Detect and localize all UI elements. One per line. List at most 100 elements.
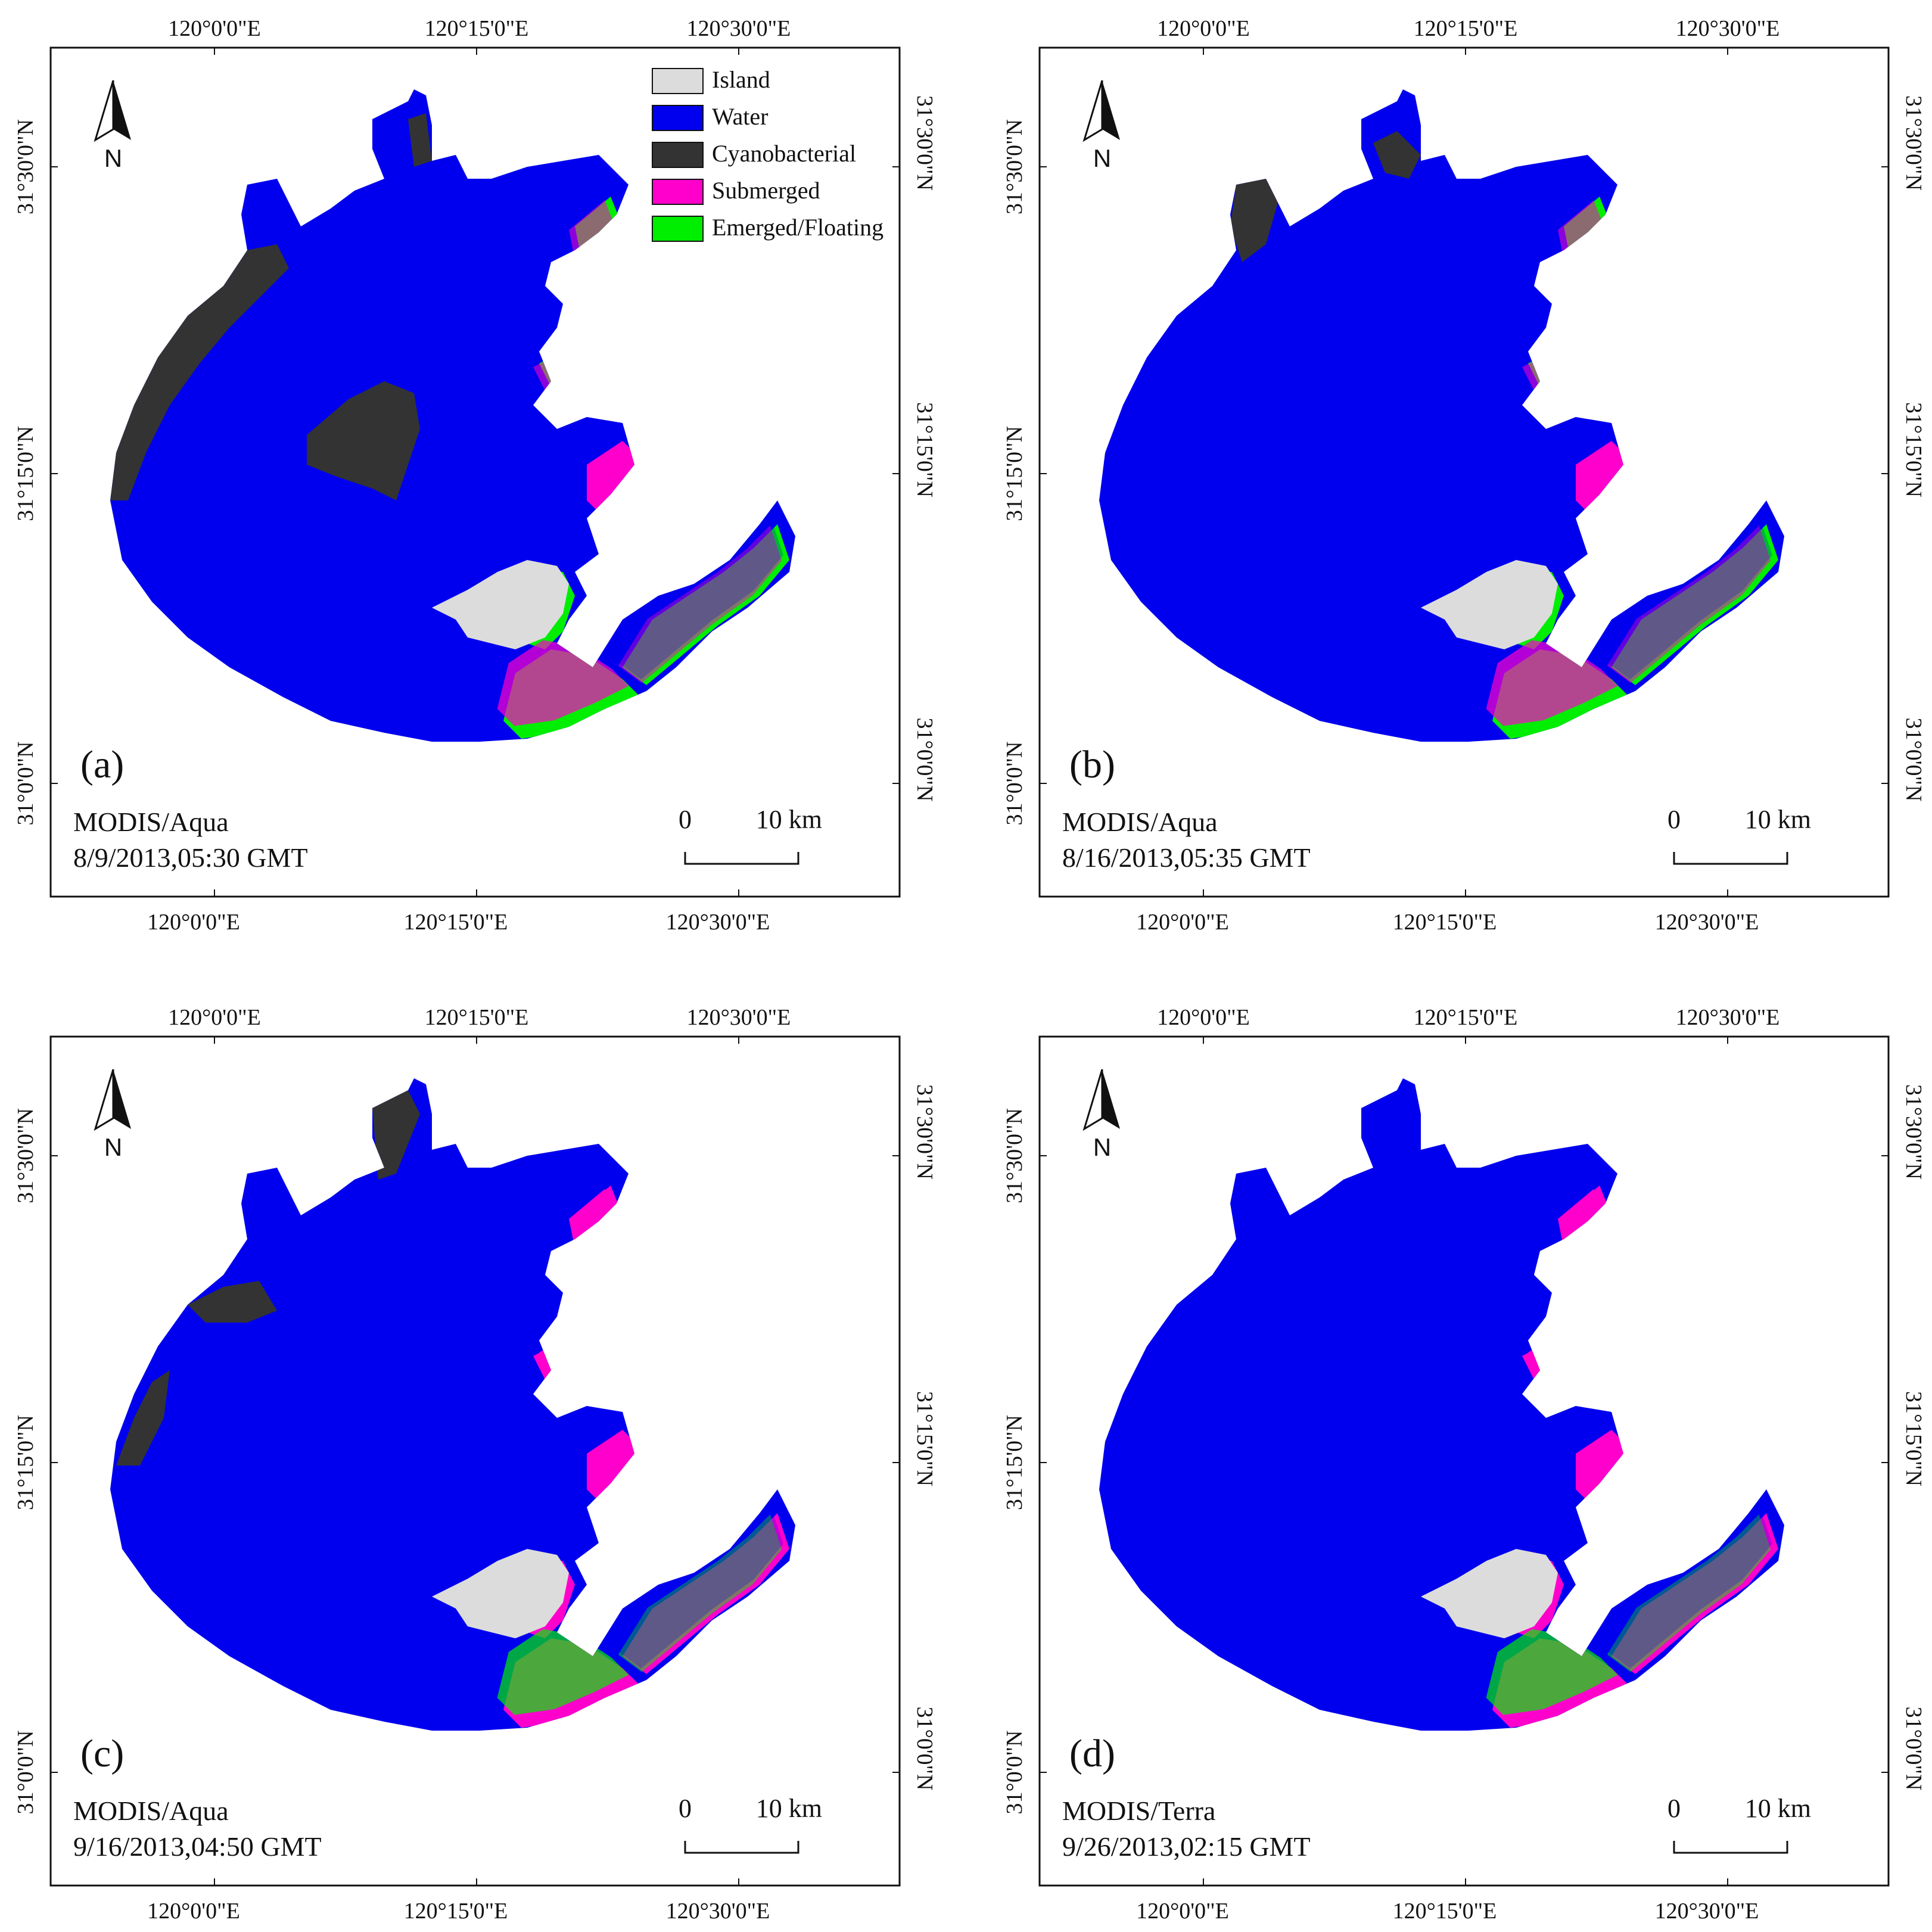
lon-label-bottom: 120°15'0"E <box>1393 910 1497 935</box>
scale-start-label: 0 <box>1667 1794 1681 1823</box>
scale-line <box>684 1841 799 1854</box>
north-arrow-icon: N <box>1082 80 1120 172</box>
datetime-label: 9/26/2013,02:15 GMT <box>1062 1831 1311 1862</box>
panel-tag: (b) <box>1069 743 1115 786</box>
lat-label-right: 31°15'0"N <box>1901 1391 1926 1486</box>
lon-label-bottom: 120°0'0"E <box>1136 910 1229 935</box>
lat-label-left: 31°30'0"N <box>1002 119 1027 214</box>
legend-label: Water <box>712 103 769 130</box>
lon-label-bottom: 120°0'0"E <box>147 910 240 935</box>
lon-label-top: 120°30'0"E <box>687 1005 791 1030</box>
datetime-label: 8/9/2013,05:30 GMT <box>73 842 308 873</box>
lat-label-right: 31°30'0"N <box>1901 95 1926 191</box>
lat-label-left: 31°30'0"N <box>1002 1108 1027 1203</box>
legend-swatch <box>652 216 704 242</box>
lon-label-top: 120°15'0"E <box>1414 1005 1518 1030</box>
north-label: N <box>1093 1133 1111 1161</box>
north-label: N <box>1093 144 1111 172</box>
sensor-label: MODIS/Aqua <box>73 807 229 837</box>
lat-label-left: 31°15'0"N <box>13 426 38 521</box>
legend-label: Island <box>712 66 770 93</box>
map-panel-a: 120°0'0"E 120°0'0"E 120°15'0"E 120°15'0"E 12… <box>13 16 937 935</box>
scale-end-label: 10 km <box>1745 1794 1811 1823</box>
scale-end-label: 10 km <box>1745 805 1811 834</box>
lon-label-bottom: 120°0'0"E <box>147 1899 240 1924</box>
lon-label-bottom: 120°15'0"E <box>404 1899 508 1924</box>
north-arrow-icon: N <box>1082 1069 1120 1161</box>
datetime-label: 9/16/2013,04:50 GMT <box>73 1831 322 1862</box>
scale-line <box>1673 1841 1788 1854</box>
panel-tag: (a) <box>80 743 124 786</box>
map-panel-b: 120°0'0"E 120°0'0"E 120°15'0"E 120°15'0"E 12… <box>1002 16 1926 935</box>
scale-line <box>1673 852 1788 865</box>
scale-end-label: 10 km <box>756 805 822 834</box>
lat-label-left: 31°0'0"N <box>13 742 38 826</box>
lon-label-top: 120°15'0"E <box>425 16 529 41</box>
legend: Island Water Cyanobacterial Submerged Emerge… <box>652 66 883 242</box>
lon-label-top: 120°15'0"E <box>425 1005 529 1030</box>
lon-label-bottom: 120°30'0"E <box>666 1899 770 1924</box>
lat-label-right: 31°15'0"N <box>912 1391 937 1486</box>
lon-label-top: 120°0'0"E <box>1157 1005 1250 1030</box>
lon-label-top: 120°30'0"E <box>1676 16 1780 41</box>
lat-label-right: 31°0'0"N <box>912 1707 937 1791</box>
lat-label-right: 31°30'0"N <box>1901 1084 1926 1180</box>
sensor-label: MODIS/Aqua <box>1062 807 1218 837</box>
lon-label-bottom: 120°15'0"E <box>1393 1899 1497 1924</box>
map-panel-d: 120°0'0"E 120°0'0"E 120°15'0"E 120°15'0"E 12… <box>1002 1005 1926 1924</box>
scale-bar: 0 10 km <box>679 1794 822 1854</box>
lat-label-left: 31°0'0"N <box>13 1731 38 1815</box>
scale-bar: 0 10 km <box>1667 1794 1811 1854</box>
lat-label-right: 31°0'0"N <box>1901 718 1926 802</box>
north-label: N <box>104 1133 122 1161</box>
legend-label: Cyanobacterial <box>712 140 856 167</box>
lat-label-left: 31°15'0"N <box>1002 426 1027 521</box>
panel-tag: (d) <box>1069 1732 1115 1775</box>
scale-start-label: 0 <box>679 1794 692 1823</box>
lat-label-left: 31°0'0"N <box>1002 1731 1027 1815</box>
north-label: N <box>104 144 122 172</box>
sensor-label: MODIS/Terra <box>1062 1796 1215 1826</box>
sensor-label: MODIS/Aqua <box>73 1796 229 1826</box>
legend-label: Submerged <box>712 177 820 204</box>
scale-start-label: 0 <box>679 805 692 834</box>
north-arrow-icon: N <box>94 80 131 172</box>
scale-bar: 0 10 km <box>1667 805 1811 865</box>
lon-label-top: 120°30'0"E <box>1676 1005 1780 1030</box>
north-arrow-icon: N <box>94 1069 131 1161</box>
map-panel-c: 120°0'0"E 120°0'0"E 120°15'0"E 120°15'0"E 12… <box>13 1005 937 1924</box>
lat-label-right: 31°30'0"N <box>912 1084 937 1180</box>
scale-line <box>684 852 799 865</box>
lon-label-top: 120°0'0"E <box>1157 16 1250 41</box>
lon-label-bottom: 120°15'0"E <box>404 910 508 935</box>
legend-label: Emerged/Floating <box>712 214 883 241</box>
lat-label-right: 31°15'0"N <box>1901 402 1926 497</box>
lat-label-left: 31°30'0"N <box>13 1108 38 1203</box>
scale-start-label: 0 <box>1667 805 1681 834</box>
lon-label-bottom: 120°0'0"E <box>1136 1899 1229 1924</box>
lat-label-right: 31°0'0"N <box>1901 1707 1926 1791</box>
legend-swatch <box>652 142 704 168</box>
lat-label-left: 31°0'0"N <box>1002 742 1027 826</box>
lat-label-left: 31°15'0"N <box>1002 1415 1027 1510</box>
legend-swatch <box>652 105 704 131</box>
lat-label-left: 31°15'0"N <box>13 1415 38 1510</box>
lat-label-left: 31°30'0"N <box>13 119 38 214</box>
lat-label-right: 31°15'0"N <box>912 402 937 497</box>
lat-label-right: 31°30'0"N <box>912 95 937 191</box>
lon-label-top: 120°0'0"E <box>168 16 261 41</box>
legend-swatch <box>652 68 704 94</box>
panel-tag: (c) <box>80 1732 124 1775</box>
lat-label-right: 31°0'0"N <box>912 718 937 802</box>
scale-end-label: 10 km <box>756 1794 822 1823</box>
lon-label-bottom: 120°30'0"E <box>666 910 770 935</box>
lon-label-top: 120°0'0"E <box>168 1005 261 1030</box>
scale-bar: 0 10 km <box>679 805 822 865</box>
lon-label-bottom: 120°30'0"E <box>1655 910 1759 935</box>
lon-label-top: 120°15'0"E <box>1414 16 1518 41</box>
datetime-label: 8/16/2013,05:35 GMT <box>1062 842 1311 873</box>
lon-label-top: 120°30'0"E <box>687 16 791 41</box>
legend-swatch <box>652 179 704 205</box>
lon-label-bottom: 120°30'0"E <box>1655 1899 1759 1924</box>
